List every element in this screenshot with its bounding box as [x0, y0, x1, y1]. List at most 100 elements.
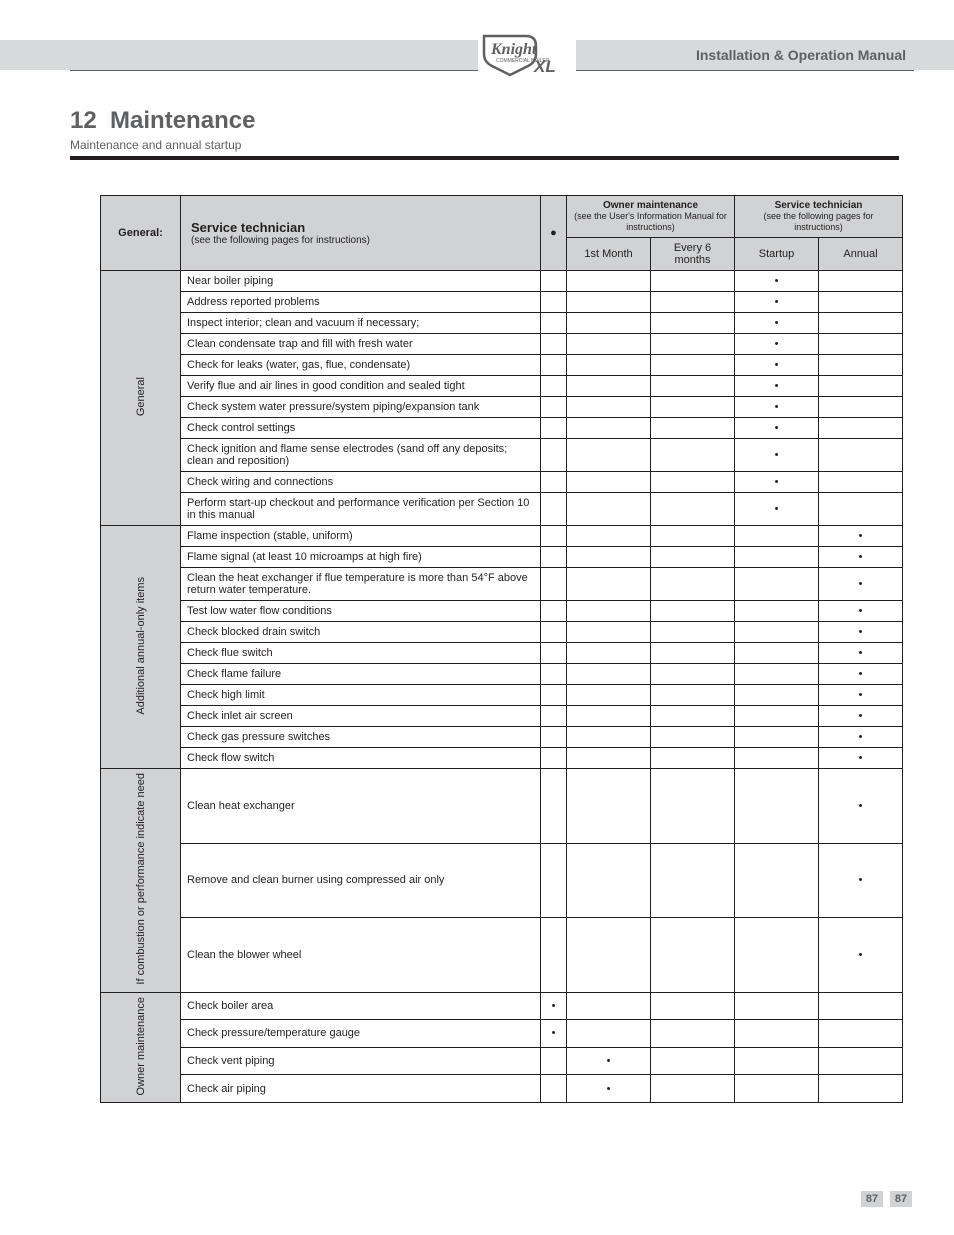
table-row: Check wiring and connections• [101, 472, 903, 493]
th-service: Service technician (see the following pa… [181, 196, 541, 271]
procedure-cell: Remove and clean burner using compressed… [181, 843, 541, 918]
procedure-cell: Clean the heat exchanger if flue tempera… [181, 568, 541, 601]
table-row: Check gas pressure switches • [101, 727, 903, 748]
procedure-cell: Check control settings [181, 418, 541, 439]
mark-cell [567, 748, 651, 769]
section-subtitle: Maintenance and annual startup [70, 138, 241, 152]
table-row: Check ignition and flame sense electrode… [101, 439, 903, 472]
mark-cell: • [735, 313, 819, 334]
table-row: Check for leaks (water, gas, flue, conde… [101, 355, 903, 376]
mark-cell [567, 706, 651, 727]
mark-cell: • [567, 1047, 651, 1075]
mark-cell [735, 992, 819, 1020]
mark-cell: • [735, 334, 819, 355]
th-first-month: 1st Month [567, 238, 651, 271]
mark-cell: • [819, 769, 903, 844]
mark-cell [651, 622, 735, 643]
mark-cell [567, 292, 651, 313]
mark-cell [541, 472, 567, 493]
th-general-label: General: [118, 227, 163, 239]
mark-cell [735, 664, 819, 685]
mark-cell [651, 313, 735, 334]
mark-cell [651, 664, 735, 685]
mark-cell [651, 843, 735, 918]
table-row: Owner maintenanceCheck boiler area• [101, 992, 903, 1020]
mark-cell [541, 568, 567, 601]
procedure-cell: Check flue switch [181, 643, 541, 664]
mark-cell [735, 727, 819, 748]
mark-cell: • [819, 843, 903, 918]
mark-cell [541, 313, 567, 334]
table-row: Check pressure/temperature gauge• [101, 1020, 903, 1048]
th-service-note: (see the following pages for instruction… [191, 235, 534, 246]
th-annual: Annual [819, 238, 903, 271]
mark-cell [567, 918, 651, 993]
section-name: Maintenance [110, 107, 255, 134]
table-row: Additional annual-only itemsFlame inspec… [101, 526, 903, 547]
mark-cell [541, 727, 567, 748]
mark-cell [735, 1075, 819, 1103]
mark-cell [819, 292, 903, 313]
mark-cell: • [735, 472, 819, 493]
table-row: Test low water flow conditions• [101, 601, 903, 622]
svg-text:Knight: Knight [490, 41, 537, 58]
mark-cell [819, 313, 903, 334]
mark-cell [567, 397, 651, 418]
table-row: Clean the heat exchanger if flue tempera… [101, 568, 903, 601]
mark-cell [819, 493, 903, 526]
mark-cell [541, 706, 567, 727]
category-label: If combustion or performance indicate ne… [135, 773, 147, 985]
mark-cell: • [819, 526, 903, 547]
mark-cell: • [819, 685, 903, 706]
table-row: Check blocked drain switch• [101, 622, 903, 643]
mark-cell [567, 664, 651, 685]
table-row: Verify flue and air lines in good condit… [101, 376, 903, 397]
th-owner-note: (see the User's Information Manual for i… [574, 211, 727, 232]
mark-cell [567, 622, 651, 643]
mark-cell: • [567, 1075, 651, 1103]
mark-cell [651, 376, 735, 397]
mark-cell [651, 334, 735, 355]
mark-cell [735, 643, 819, 664]
mark-cell [541, 748, 567, 769]
mark-cell [567, 355, 651, 376]
mark-cell [651, 643, 735, 664]
mark-cell: • [819, 727, 903, 748]
procedure-cell: Check ignition and flame sense electrode… [181, 439, 541, 472]
mark-cell: • [735, 397, 819, 418]
mark-cell [651, 271, 735, 292]
mark-cell: • [819, 568, 903, 601]
mark-cell [651, 918, 735, 993]
procedure-cell: Check gas pressure switches [181, 727, 541, 748]
procedure-cell: Verify flue and air lines in good condit… [181, 376, 541, 397]
mark-cell [651, 418, 735, 439]
th-general: General: [101, 196, 181, 271]
mark-cell [735, 706, 819, 727]
procedure-cell: Check flow switch [181, 748, 541, 769]
mark-cell [541, 918, 567, 993]
mark-cell [735, 568, 819, 601]
mark-cell [541, 547, 567, 568]
th-owner: Owner maintenance (see the User's Inform… [567, 196, 735, 238]
th-every-6: Every 6 months [651, 238, 735, 271]
table-row: Check inlet air screen• [101, 706, 903, 727]
mark-cell: • [819, 664, 903, 685]
table-row: Check air piping• [101, 1075, 903, 1103]
procedure-cell: Near boiler piping [181, 271, 541, 292]
mark-cell [567, 1020, 651, 1048]
procedure-cell: Address reported problems [181, 292, 541, 313]
mark-cell: • [819, 547, 903, 568]
page-number-right: 87 [890, 1191, 912, 1207]
mark-cell [567, 439, 651, 472]
mark-cell: • [819, 706, 903, 727]
procedure-cell: Check pressure/temperature gauge [181, 1020, 541, 1048]
mark-cell [819, 334, 903, 355]
mark-cell [651, 1047, 735, 1075]
procedure-cell: Clean heat exchanger [181, 769, 541, 844]
mark-cell [651, 568, 735, 601]
mark-cell [541, 685, 567, 706]
mark-cell [819, 439, 903, 472]
page-footer: 87 87 [70, 1191, 914, 1207]
th-tech-note: (see the following pages for instruction… [763, 211, 873, 232]
mark-cell [651, 685, 735, 706]
